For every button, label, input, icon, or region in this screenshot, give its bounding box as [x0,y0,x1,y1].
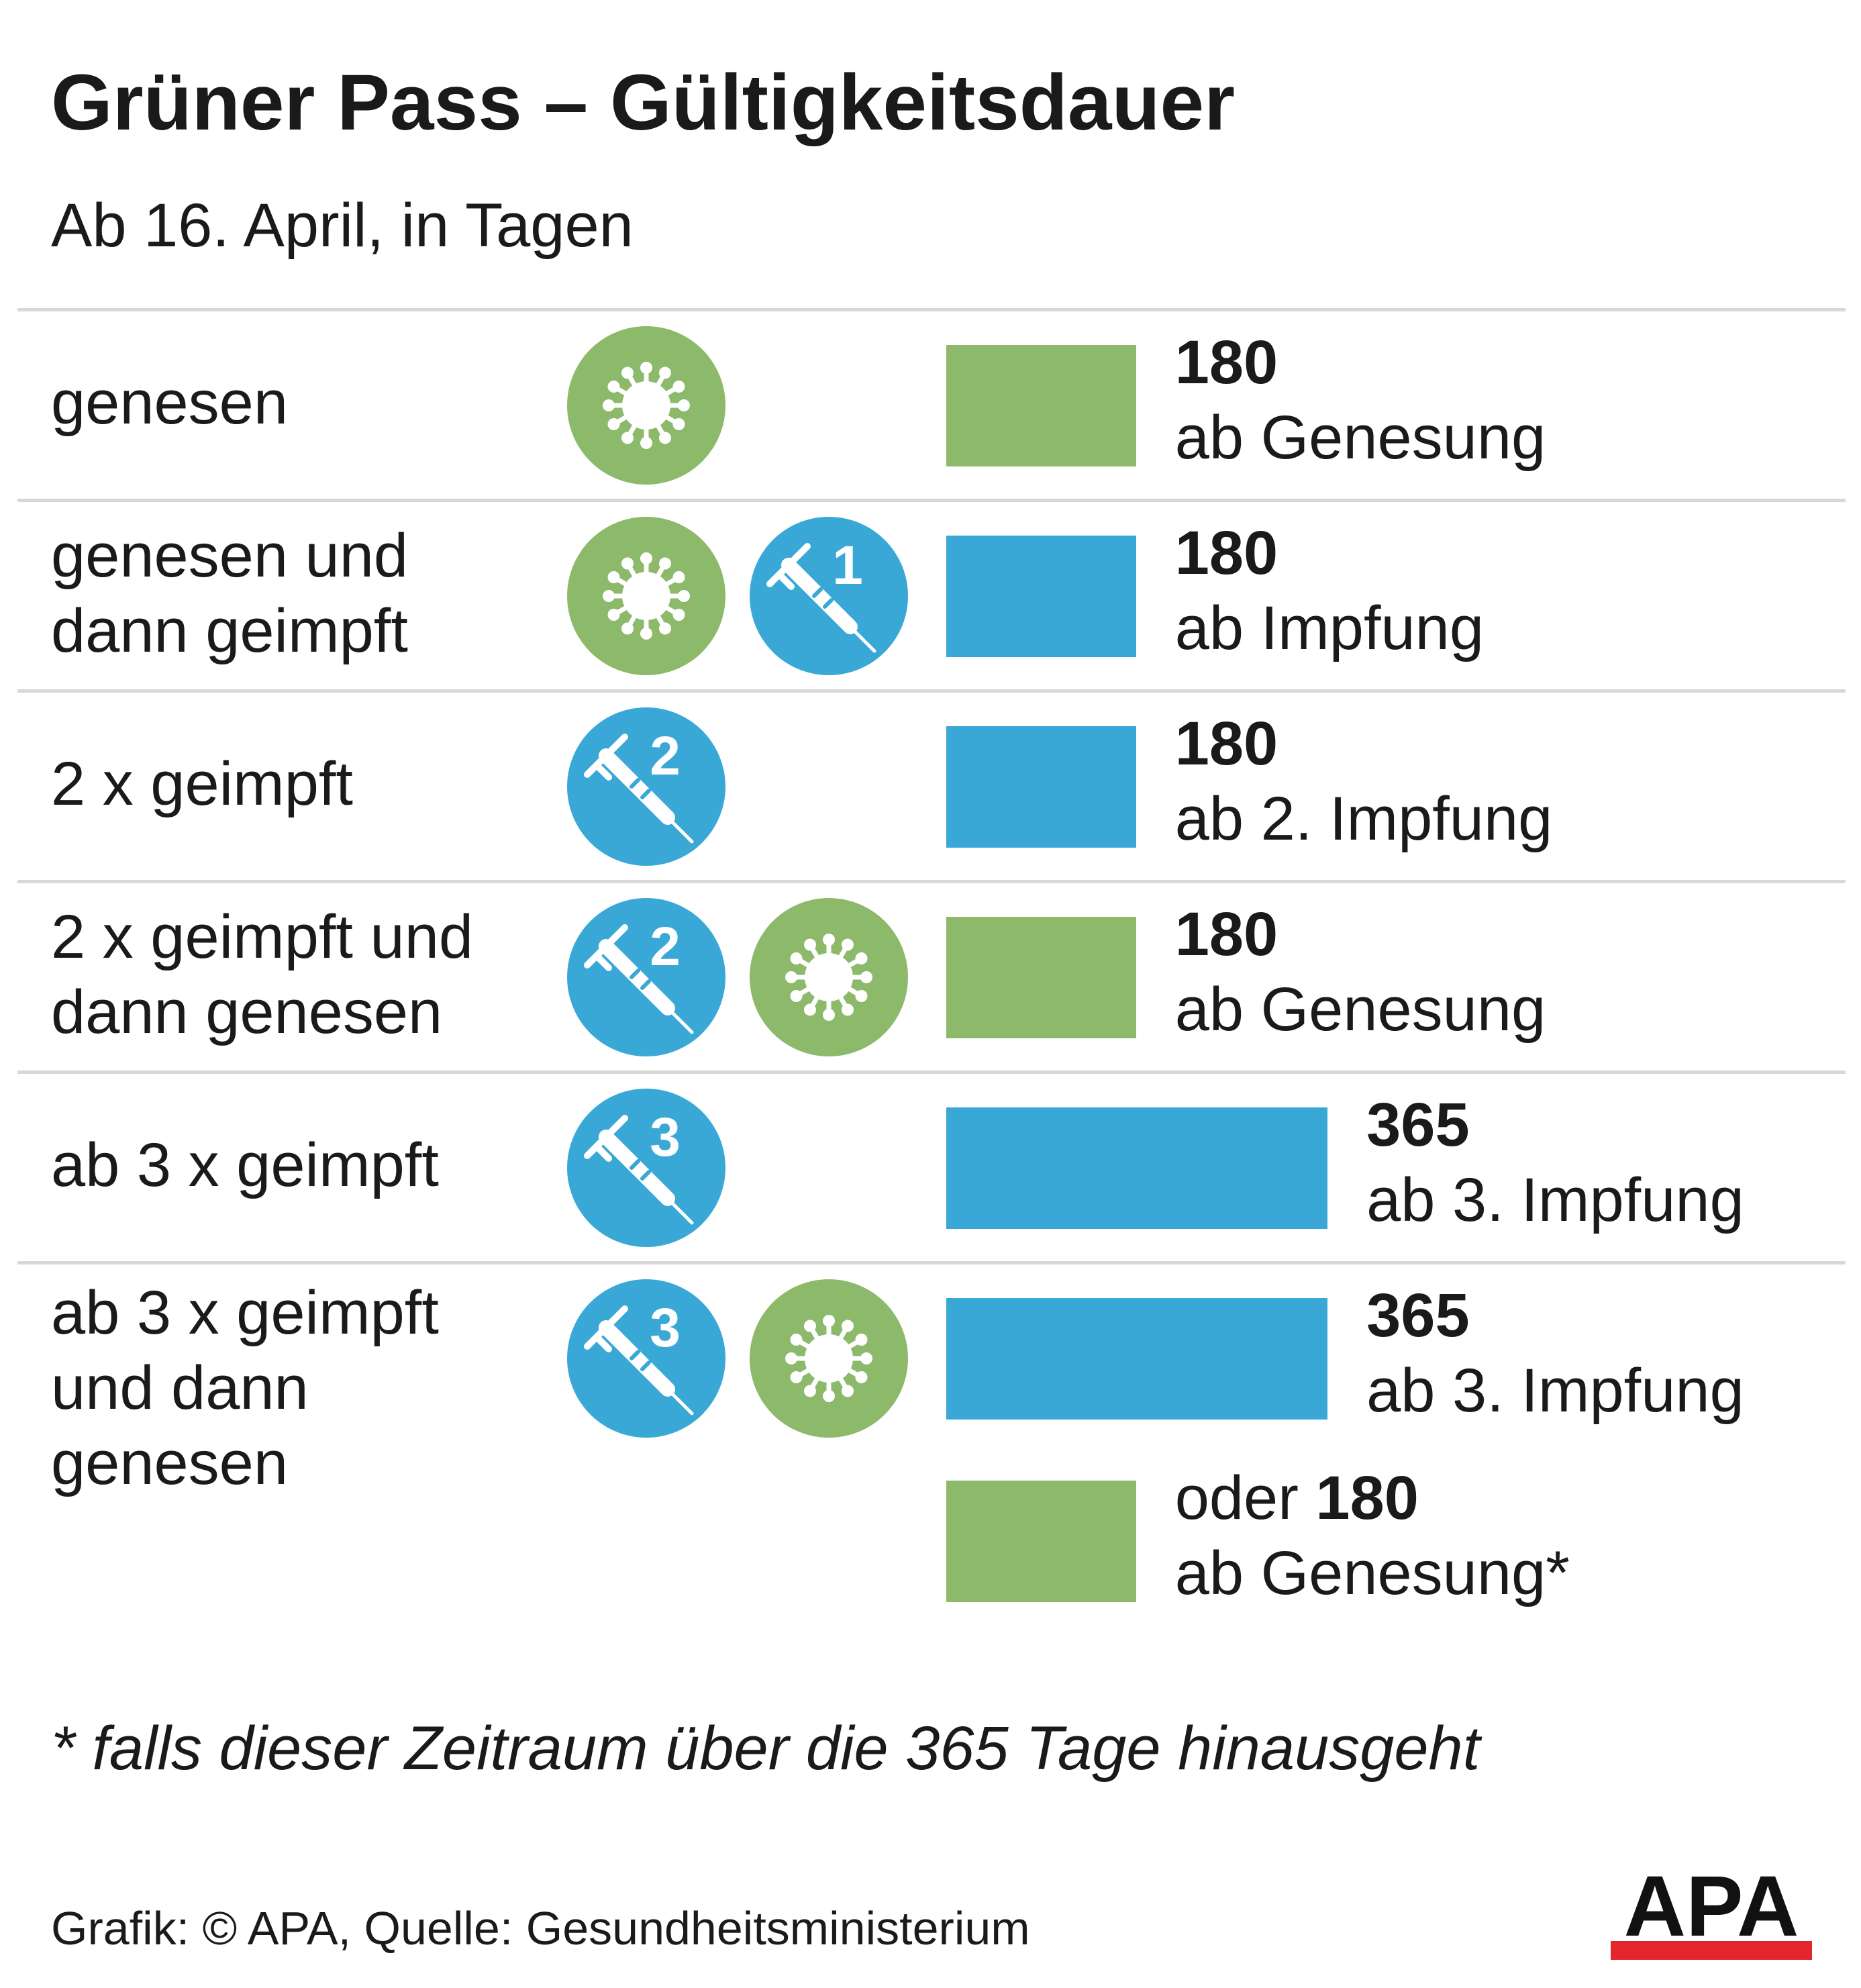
footnote: * falls dieser Zeitraum über die 365 Tag… [51,1714,1480,1783]
chart-title: Grüner Pass – Gültigkeitsdauer [51,58,1236,147]
bar-value-label: 180 ab Impfung [1175,515,1484,666]
row-divider [17,1261,1846,1264]
bar-value-label: 365 ab 3. Impfung [1366,1278,1744,1428]
value-number: 180 [1315,1464,1419,1532]
value-note: ab Impfung [1174,594,1485,662]
value-note: ab Genesung [1174,975,1546,1044]
value-prefix: oder [1174,1464,1316,1532]
row-divider [17,308,1846,311]
value-number: 180 [1174,709,1278,778]
virus-icon [567,326,725,485]
bar [946,345,1136,466]
value-number: 180 [1174,519,1278,587]
value-note: ab Genesung [1174,403,1546,472]
syringe-icon: 2 [567,898,725,1056]
dose-number: 3 [650,1107,681,1168]
row-label: genesen [51,368,288,437]
row-divider [17,880,1846,883]
row-divider [17,689,1846,693]
value-note: ab 3. Impfung [1366,1356,1744,1425]
row-label: 2 x geimpft und dann genesen [51,903,474,1046]
bar [946,1481,1136,1602]
value-note: ab 3. Impfung [1366,1166,1744,1234]
bar-value-label: 180 ab 2. Impfung [1175,706,1553,856]
row-label: genesen und dann geimpft [51,521,409,665]
bar [946,536,1136,657]
value-note: ab 2. Impfung [1174,785,1553,853]
value-number: 180 [1174,328,1278,397]
bar-value-label: oder 180 ab Genesung* [1175,1460,1570,1611]
bar [946,1298,1328,1420]
row-label: 2 x geimpft [51,750,353,818]
bar-value-label: 180 ab Genesung [1175,325,1546,475]
syringe-icon: 2 [567,707,725,866]
dose-number: 2 [650,726,681,787]
chart-subtitle: Ab 16. April, in Tagen [51,191,634,260]
dose-number: 3 [650,1297,681,1358]
value-number: 365 [1366,1281,1470,1350]
row-divider [17,499,1846,502]
syringe-icon: 1 [750,517,908,675]
dose-number: 1 [832,535,863,596]
dose-number: 2 [650,916,681,977]
syringe-icon: 3 [567,1089,725,1247]
bar [946,726,1136,848]
virus-icon [750,898,908,1056]
source-credit: Grafik: © APA, Quelle: Gesundheitsminist… [51,1902,1030,1954]
value-number: 365 [1366,1091,1470,1159]
bar [946,917,1136,1038]
syringe-icon: 3 [567,1279,725,1438]
virus-icon [567,517,725,675]
bar-value-label: 365 ab 3. Impfung [1366,1087,1744,1238]
apa-logo-underline [1611,1941,1812,1960]
row-label: ab 3 x geimpft und dann genesen [51,1279,439,1497]
value-note: ab Genesung* [1174,1539,1570,1607]
apa-logo-text: APA [1624,1866,1799,1954]
row-label: ab 3 x geimpft [51,1131,439,1199]
bar [946,1107,1328,1229]
row-divider [17,1071,1846,1074]
virus-icon [750,1279,908,1438]
value-number: 180 [1174,900,1278,968]
bar-value-label: 180 ab Genesung [1175,897,1546,1047]
apa-logo: APA [1611,1866,1812,1960]
